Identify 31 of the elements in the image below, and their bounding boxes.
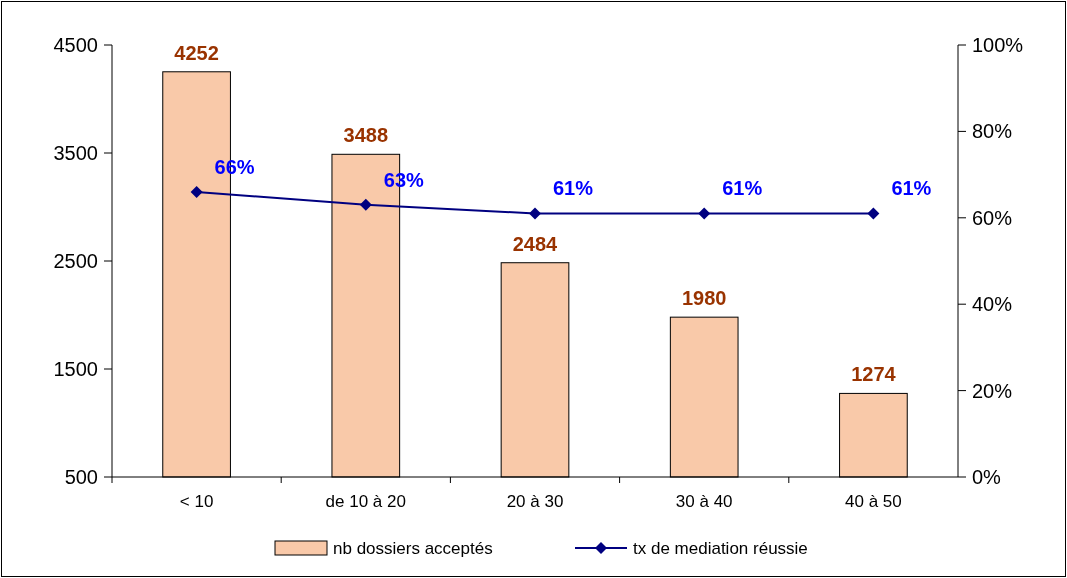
- x-tick-label: 20 à 30: [506, 492, 564, 511]
- y-tick-label: 2500: [53, 250, 98, 272]
- point: [529, 207, 541, 220]
- data-label: 3488: [343, 124, 389, 147]
- y-tick-label: 4500: [53, 34, 98, 56]
- y2-tick-label: 60%: [972, 206, 1013, 229]
- x-tick-label: 30 à 40: [675, 492, 733, 511]
- data-label: 4252: [174, 41, 219, 64]
- data-label: 1980: [681, 287, 727, 310]
- y2-tick-label: 80%: [972, 120, 1013, 143]
- x-tick-label: de 10 à 20: [325, 492, 406, 511]
- data-label: 2484: [512, 232, 559, 255]
- point: [867, 207, 880, 220]
- y2-tick-label: 0%: [972, 466, 1002, 488]
- data-label: 1274: [851, 363, 897, 386]
- data-label: 61%: [722, 177, 763, 200]
- point: [698, 207, 711, 220]
- point: [359, 198, 372, 211]
- data-label: 61%: [891, 177, 932, 200]
- point: [190, 185, 203, 198]
- legend-label: nb dossiers acceptés: [333, 538, 493, 558]
- y2-tick-label: 40%: [972, 293, 1013, 316]
- y-tick-label: 500: [64, 466, 98, 488]
- y-tick-label: 1500: [53, 358, 98, 380]
- y2-tick-label: 100%: [972, 34, 1024, 56]
- x-tick-label: 40 à 50: [845, 492, 902, 511]
- data-label: 61%: [552, 177, 594, 200]
- y-tick-label: 3500: [53, 142, 98, 164]
- legend-label: tx de mediation réussie: [633, 538, 808, 558]
- x-tick-label: < 10: [179, 492, 214, 511]
- y2-tick-label: 20%: [972, 379, 1013, 402]
